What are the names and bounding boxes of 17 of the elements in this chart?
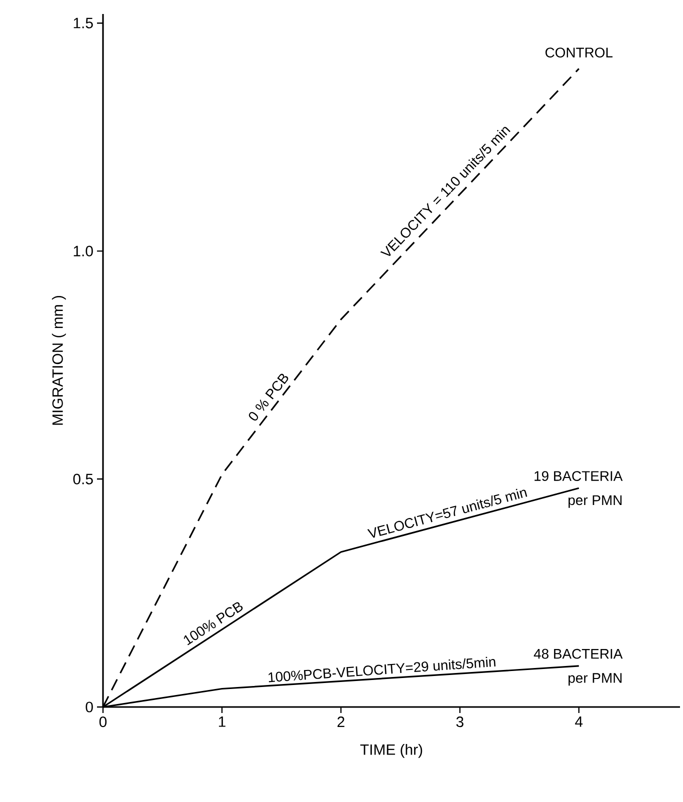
annotation: CONTROL	[545, 48, 613, 58]
x-tick-label: 4	[575, 716, 583, 727]
y-tick-label: 0.5	[73, 474, 93, 484]
x-tick-label: 2	[338, 716, 344, 727]
annotation: per PMN	[568, 673, 622, 686]
x-axis-title: TIME (hr)	[360, 744, 422, 758]
annotation: 48 BACTERIA	[534, 648, 623, 659]
x-tick-label: 1	[218, 716, 226, 727]
annotation: 19 BACTERIA	[534, 471, 623, 481]
annotation: 100%PCB-VELOCITY=29 units/5min	[268, 656, 496, 682]
x-tick-label: 3	[456, 716, 464, 728]
y-tick-label: 1.5	[74, 18, 93, 28]
x-tick-label: 0	[99, 716, 107, 728]
y-tick-label: 0	[86, 702, 93, 712]
y-axis-title: MIGRATION ( mm )	[52, 296, 66, 425]
annotation: per PMN	[568, 495, 622, 508]
y-tick-label: 1.0	[74, 246, 93, 256]
